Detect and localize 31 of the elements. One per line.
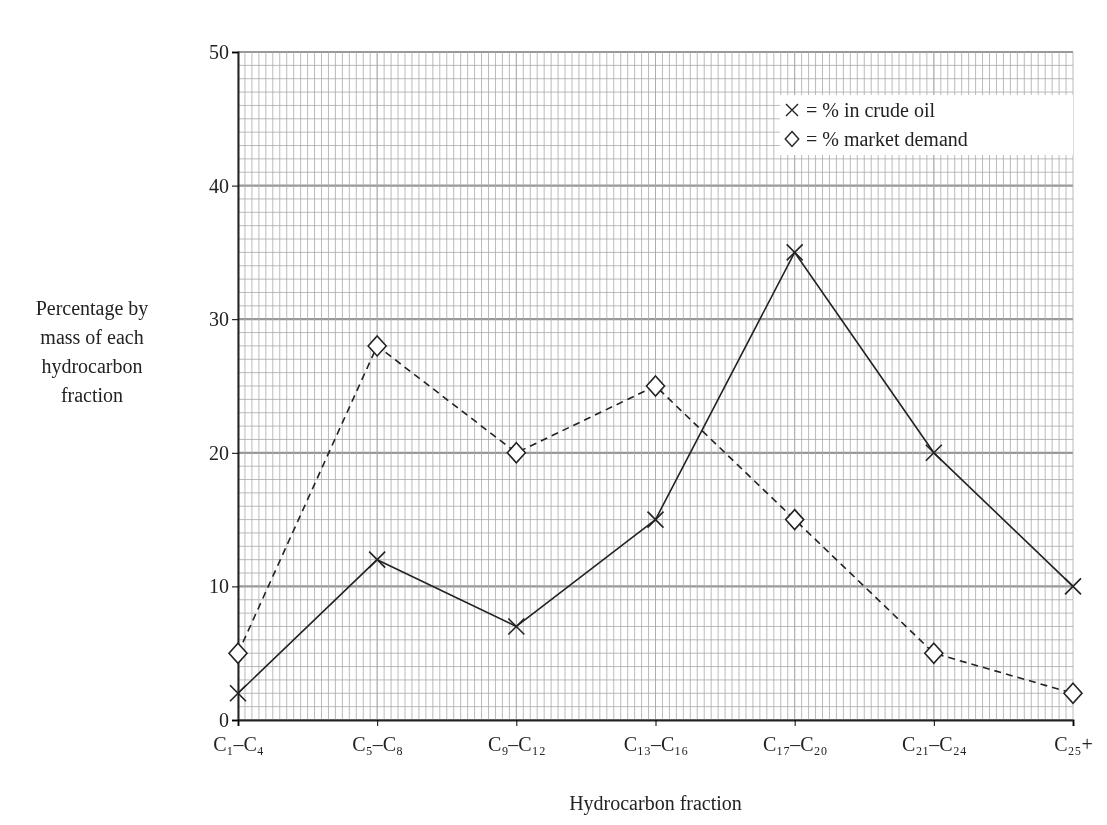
point — [646, 510, 665, 529]
point — [924, 642, 944, 664]
x-tick-label: C₁₃–C₁₆ — [623, 733, 689, 755]
point — [506, 442, 527, 464]
y-tick-label: 40 — [209, 174, 229, 197]
x-tick-label: C₁–C₄ — [213, 733, 264, 755]
point — [785, 243, 804, 262]
y-tick-label: 0 — [219, 708, 229, 731]
point — [229, 684, 247, 703]
point — [784, 508, 805, 531]
point — [1063, 682, 1083, 705]
x-axis-title: Hydrocarbon fraction — [569, 792, 742, 815]
y-tick-label: 20 — [209, 441, 229, 464]
x-tick-label: C₉–C₁₂ — [488, 733, 546, 755]
point — [367, 335, 387, 357]
legend-label: = % market demand — [806, 128, 968, 150]
x-tick-label: C₂₁–C₂₄ — [902, 733, 967, 755]
x-tick-label: C₅–C₈ — [352, 733, 404, 755]
point — [228, 642, 248, 664]
point — [645, 375, 666, 397]
point — [368, 550, 386, 569]
point — [925, 444, 943, 462]
y-tick-label: 10 — [209, 575, 229, 598]
x-tick-label: C₁₇–C₂₀ — [762, 733, 828, 755]
y-tick-label: 30 — [209, 308, 229, 331]
point — [1064, 577, 1082, 596]
point — [507, 617, 526, 636]
x-tick-label: C₂₅+ — [1054, 733, 1093, 755]
y-axis-title: Percentage by mass of each hydrocarbon fraction — [35, 296, 149, 406]
y-tick-label: 50 — [209, 40, 229, 63]
legend-label: = % in crude oil — [806, 99, 936, 121]
